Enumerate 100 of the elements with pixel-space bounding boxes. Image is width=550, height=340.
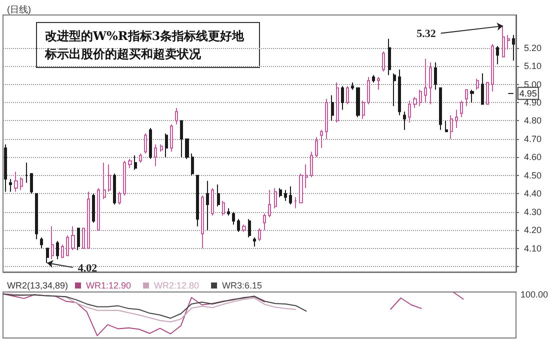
annotation: 改进型的W%R指标3条指标线更好地标示出股价的超买和超卖状况 xyxy=(44,29,246,61)
candlestick xyxy=(61,244,64,258)
y-tick-label: 5.10 xyxy=(524,61,542,72)
candlestick xyxy=(424,58,427,103)
candlestick xyxy=(92,193,95,224)
y-tick-label: 4.60 xyxy=(524,152,542,162)
y-tick-label: 4.20 xyxy=(524,225,542,236)
candlestick xyxy=(4,144,7,192)
candlestick xyxy=(149,128,152,160)
candlestick xyxy=(502,25,505,58)
candlestick xyxy=(476,78,479,90)
ref-line-label: 4.95 xyxy=(519,88,537,98)
candlestick xyxy=(25,162,28,184)
candlestick xyxy=(66,235,69,256)
candlestick xyxy=(217,184,220,207)
y-tick-label: 4.80 xyxy=(524,116,542,126)
candlestick xyxy=(175,107,178,125)
candlestick xyxy=(82,228,85,249)
candlestick xyxy=(263,213,266,231)
candlestick xyxy=(9,178,12,192)
candlestick xyxy=(367,76,370,105)
candlestick xyxy=(393,72,396,107)
candlestick xyxy=(320,129,323,149)
candlestick xyxy=(470,89,474,103)
candlestick xyxy=(144,132,147,154)
candlestick xyxy=(413,96,417,108)
candlestick xyxy=(305,164,308,189)
candlestick xyxy=(351,82,354,90)
candlestick xyxy=(331,94,334,122)
candlestick xyxy=(491,44,494,92)
chart-title: WR2(13,34,89) xyxy=(7,280,68,290)
candlestick xyxy=(279,188,282,198)
candlestick xyxy=(507,34,510,50)
candlestick xyxy=(77,228,80,251)
candlestick xyxy=(377,76,380,90)
y-tick-label: 4.40 xyxy=(524,188,542,199)
candlestick xyxy=(206,180,209,231)
y-tick-label: 4.70 xyxy=(524,134,542,144)
candlestick xyxy=(134,154,137,170)
annotation: 4.02 xyxy=(78,262,98,274)
candlestick xyxy=(14,171,18,192)
candlestick xyxy=(398,69,401,116)
candlestick xyxy=(434,62,437,90)
candlestick xyxy=(185,138,189,160)
candlestick xyxy=(382,50,385,72)
candlestick xyxy=(222,200,225,216)
candlestick xyxy=(429,62,432,105)
candlestick xyxy=(170,124,173,152)
y-tick-label: 4.90 xyxy=(524,97,542,108)
candlestick xyxy=(35,193,38,240)
candlestick xyxy=(154,144,157,167)
candlestick xyxy=(160,144,163,152)
candlestick xyxy=(71,226,75,251)
candlestick xyxy=(310,151,313,178)
candlestick xyxy=(51,226,54,260)
candlestick xyxy=(336,82,339,124)
candlestick xyxy=(40,236,43,249)
candlestick xyxy=(315,136,318,158)
candlestick xyxy=(481,72,484,105)
candlestick xyxy=(299,173,303,204)
candlestick xyxy=(486,82,489,105)
legend-label: WR1:12.90 xyxy=(86,280,132,290)
candlestick xyxy=(165,132,168,158)
candlestick xyxy=(268,189,271,218)
legend-label: WR2:12.80 xyxy=(154,280,200,290)
candlestick xyxy=(460,100,463,118)
candlestick xyxy=(232,211,235,226)
candlestick xyxy=(30,173,33,194)
candlestick xyxy=(97,188,100,231)
candlestick xyxy=(346,86,349,105)
candlestick xyxy=(512,34,515,62)
candlestick xyxy=(211,188,214,216)
candlestick xyxy=(201,194,204,249)
candlestick xyxy=(325,98,328,140)
candlestick xyxy=(362,100,365,120)
candlestick xyxy=(248,218,251,238)
annotation: 5.32 xyxy=(416,28,436,40)
candlestick xyxy=(103,162,106,200)
candlestick xyxy=(455,109,458,129)
y-tick-label: 4.30 xyxy=(524,206,542,217)
candlestick xyxy=(196,174,199,227)
y-tick-label: 5.20 xyxy=(524,42,542,53)
candlestick xyxy=(465,89,468,107)
candlestick xyxy=(419,89,422,107)
candlestick xyxy=(388,38,391,76)
candlestick xyxy=(356,87,360,118)
text: 100.00 xyxy=(520,290,548,300)
candlestick xyxy=(450,114,453,140)
candlestick xyxy=(445,120,448,132)
candlestick xyxy=(372,74,375,83)
candlestick xyxy=(258,228,261,242)
candlestick xyxy=(20,176,23,190)
candlestick xyxy=(237,218,240,232)
chart-title: (日线) xyxy=(7,4,31,14)
candlestick xyxy=(284,189,287,202)
candlestick xyxy=(56,240,59,260)
legend-label: WR3:6.15 xyxy=(222,280,262,290)
candlestick xyxy=(128,158,132,169)
candlestick xyxy=(403,111,406,130)
candlestick xyxy=(87,191,90,249)
